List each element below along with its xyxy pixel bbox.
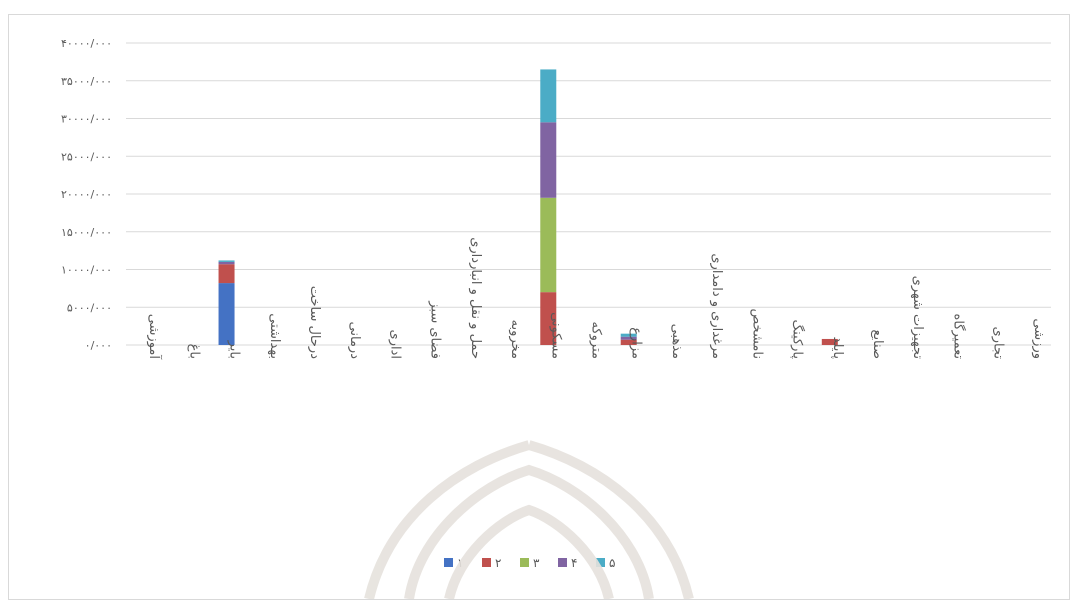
bar-segment <box>620 339 637 345</box>
bar-segment <box>540 292 557 345</box>
x-category-label: متروکه <box>589 322 604 360</box>
x-category-label: بایر <box>227 340 242 359</box>
bar-segment <box>540 197 557 293</box>
y-tick-label: ۳۰۰۰۰/۰۰۰ <box>61 113 112 126</box>
legend-label: ۳ <box>533 556 540 570</box>
x-category-label: پارکینگ <box>790 319 806 359</box>
x-category-label: نامشخص <box>749 309 764 359</box>
y-tick-label: ۵۰۰۰/۰۰۰ <box>67 301 112 314</box>
legend-swatch <box>520 558 529 567</box>
y-tick-label: ۲۵۰۰۰/۰۰۰ <box>61 150 112 163</box>
x-category-label: مذهبی <box>669 324 684 359</box>
bar-segment <box>218 264 235 284</box>
x-category-label: مزارع <box>629 327 644 359</box>
x-category-label: بهداشتی <box>267 313 282 359</box>
x-category-label: تعمیرگاه <box>950 314 966 360</box>
watermark-emblem <box>364 440 694 599</box>
x-category-label: حمل و نقل و انبارداری <box>468 237 483 359</box>
legend-swatch <box>444 558 453 567</box>
x-category-label: باغ <box>186 344 201 359</box>
chart-frame: ۰/۰۰۰ ۵۰۰۰/۰۰۰ ۱۰۰۰۰/۰۰۰ ۱۵۰۰۰/۰۰۰ ۲۰۰۰۰/۰۰۰… <box>8 14 1070 600</box>
y-tick-label: ۰/۰۰۰ <box>85 339 112 352</box>
x-category-label: تجهیزات شهری <box>910 276 925 360</box>
legend-swatch <box>558 558 567 567</box>
bar-segment <box>821 338 838 345</box>
x-category-label: صنایع <box>870 330 885 359</box>
bar-segment <box>218 283 235 345</box>
bar-segment <box>218 261 235 265</box>
x-category-label: ورزشی <box>1031 318 1046 359</box>
legend-label: ۵ <box>609 556 615 570</box>
stacked-bar-chart: ۰/۰۰۰ ۵۰۰۰/۰۰۰ ۱۰۰۰۰/۰۰۰ ۱۵۰۰۰/۰۰۰ ۲۰۰۰۰/۰۰۰… <box>61 37 1051 570</box>
bar-segment <box>218 260 235 262</box>
y-tick-label: ۱۰۰۰۰/۰۰۰ <box>61 264 112 277</box>
x-category-label: درمانی <box>347 322 362 360</box>
x-category-label: اداری <box>387 330 402 359</box>
bar-segment <box>540 69 557 123</box>
x-category-label: مخروبه <box>508 320 523 359</box>
legend-label: ۲ <box>495 556 501 570</box>
y-tick-label: ۱۵۰۰۰/۰۰۰ <box>61 226 112 239</box>
x-category-label: تجاری <box>991 327 1006 360</box>
x-category-label: درحال ساخت <box>307 286 322 360</box>
x-category-label: پایلد <box>830 337 845 360</box>
y-tick-label: ۲۰۰۰۰/۰۰۰ <box>61 188 112 201</box>
legend-swatch <box>482 558 491 567</box>
x-category-label: مسکونی <box>548 312 563 359</box>
bar-segment <box>620 336 637 340</box>
y-tick-label: ۴۰۰۰۰/۰۰۰ <box>61 37 112 50</box>
legend-swatch <box>596 558 605 567</box>
y-tick-label: ۳۵۰۰۰/۰۰۰ <box>61 75 112 88</box>
bar-segment <box>540 122 557 198</box>
x-category-label: مرغداری و دامداری <box>709 253 724 359</box>
bar-segment <box>620 333 637 337</box>
legend-label: ۴ <box>571 556 577 570</box>
x-category-label: آموزشی <box>146 314 163 361</box>
x-category-label: فضای سبز <box>428 300 443 359</box>
